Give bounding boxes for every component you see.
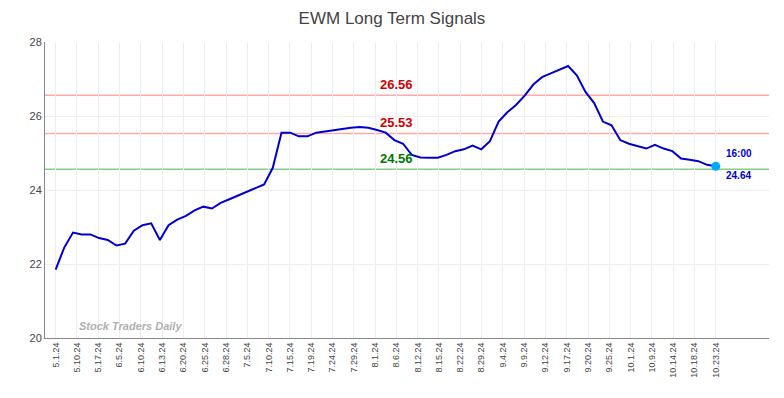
svg-text:22: 22	[30, 258, 42, 270]
svg-text:5.1.24: 5.1.24	[51, 343, 61, 368]
svg-text:7.24.24: 7.24.24	[327, 343, 337, 373]
svg-text:28: 28	[30, 36, 42, 48]
svg-text:10.9.24: 10.9.24	[647, 343, 657, 373]
svg-text:10.14.24: 10.14.24	[668, 343, 678, 378]
svg-text:9.9.24: 9.9.24	[519, 343, 529, 368]
svg-text:24.64: 24.64	[726, 170, 751, 181]
svg-text:10.1.24: 10.1.24	[626, 343, 636, 373]
svg-text:8.29.24: 8.29.24	[476, 343, 486, 373]
svg-text:8.12.24: 8.12.24	[413, 343, 423, 373]
svg-text:20: 20	[30, 332, 42, 344]
svg-text:8.6.24: 8.6.24	[391, 343, 401, 368]
svg-text:8.1.24: 8.1.24	[370, 343, 380, 368]
svg-text:26.56: 26.56	[380, 77, 413, 92]
svg-text:7.5.24: 7.5.24	[242, 343, 252, 368]
svg-text:5.17.24: 5.17.24	[93, 343, 103, 373]
svg-text:9.17.24: 9.17.24	[562, 343, 572, 373]
svg-text:6.10.24: 6.10.24	[136, 343, 146, 373]
svg-text:7.15.24: 7.15.24	[285, 343, 295, 373]
svg-text:8.22.24: 8.22.24	[455, 343, 465, 373]
svg-text:25.53: 25.53	[380, 115, 413, 130]
svg-text:6.28.24: 6.28.24	[221, 343, 231, 373]
svg-text:26: 26	[30, 110, 42, 122]
svg-text:6.20.24: 6.20.24	[178, 343, 188, 373]
svg-text:6.5.24: 6.5.24	[114, 343, 124, 368]
svg-text:9.4.24: 9.4.24	[498, 343, 508, 368]
svg-text:6.25.24: 6.25.24	[200, 343, 210, 373]
svg-text:EWM Long Term Signals: EWM Long Term Signals	[299, 9, 486, 28]
svg-text:10.18.24: 10.18.24	[689, 343, 699, 378]
svg-text:10.23.24: 10.23.24	[711, 343, 721, 378]
svg-text:7.29.24: 7.29.24	[349, 343, 359, 373]
svg-text:Stock Traders Daily: Stock Traders Daily	[79, 320, 182, 332]
svg-text:9.25.24: 9.25.24	[604, 343, 614, 373]
svg-text:16:00: 16:00	[726, 148, 752, 159]
svg-text:24: 24	[30, 184, 42, 196]
svg-text:24.56: 24.56	[380, 151, 413, 166]
svg-text:6.13.24: 6.13.24	[157, 343, 167, 373]
svg-text:7.19.24: 7.19.24	[306, 343, 316, 373]
svg-text:9.12.24: 9.12.24	[540, 343, 550, 373]
svg-text:8.15.24: 8.15.24	[434, 343, 444, 373]
svg-text:9.20.24: 9.20.24	[583, 343, 593, 373]
svg-text:7.10.24: 7.10.24	[264, 343, 274, 373]
svg-text:5.10.24: 5.10.24	[72, 343, 82, 373]
